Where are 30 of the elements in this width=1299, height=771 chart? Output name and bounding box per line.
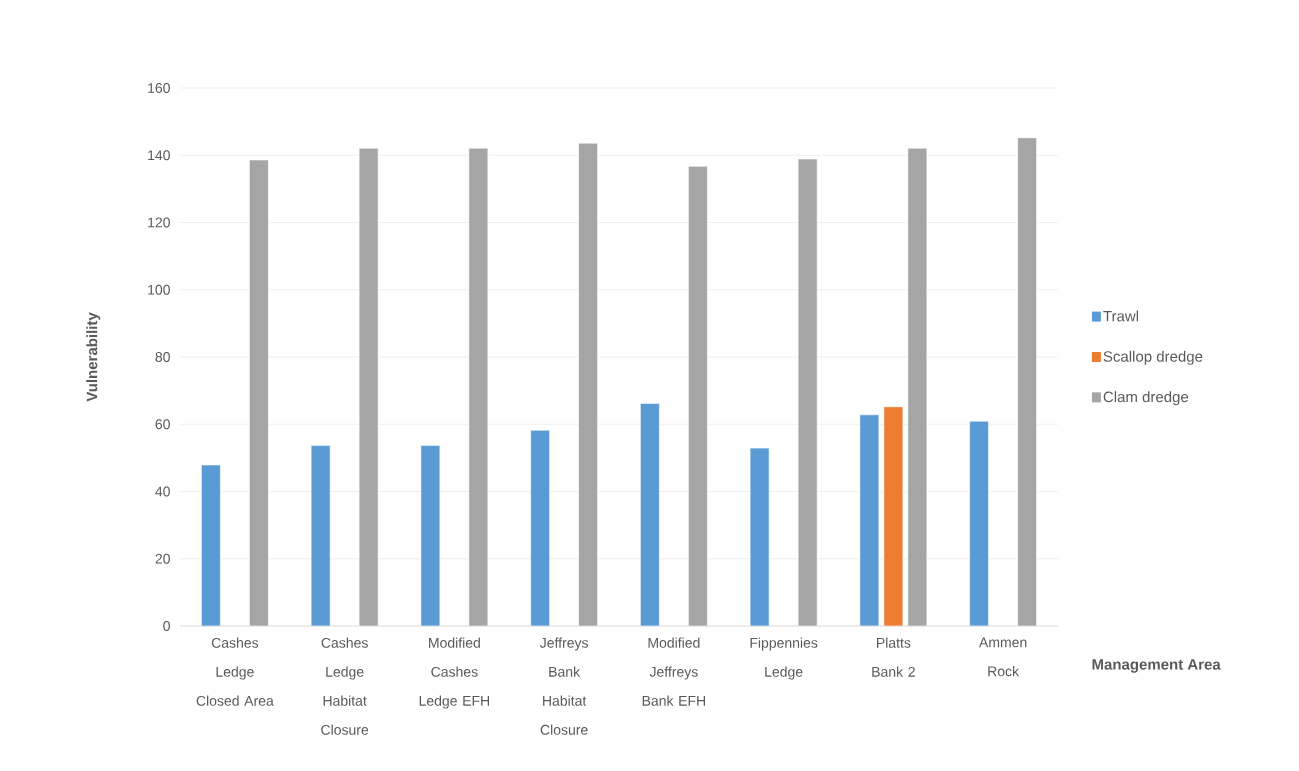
- category-label: Ammen Rock: [979, 637, 1027, 677]
- legend-label: Scallop dredge: [1103, 350, 1203, 365]
- bar: [530, 429, 550, 626]
- y-tick-label: 160: [148, 83, 170, 93]
- legend-label: Clam dredge: [1103, 391, 1189, 406]
- bar: [969, 420, 989, 626]
- x-tick-label: Fippennies Ledge: [750, 637, 818, 680]
- bar: [640, 403, 660, 626]
- category-label: Cashes Ledge Closed Area: [196, 637, 274, 706]
- bar: [201, 464, 221, 626]
- y-tick-label: 100: [148, 284, 170, 295]
- bar: [688, 166, 708, 626]
- category-label: Cashes Ledge Habitat Closure: [321, 637, 369, 735]
- y-tick-label: 120: [148, 217, 170, 228]
- y-axis-title: Vulnerability: [86, 312, 101, 402]
- category-label: Modified Jeffreys Bank EFH: [642, 637, 706, 706]
- y-tick-label: 60: [155, 419, 170, 430]
- category-label: Modified Cashes Ledge EFH: [419, 637, 490, 709]
- y-tick-label: 0: [163, 621, 170, 631]
- x-axis-title: Management Area: [1092, 659, 1221, 673]
- bar: [249, 159, 269, 626]
- y-tick-label: 40: [155, 486, 170, 497]
- y-tick-label: 80: [155, 352, 170, 362]
- legend-label: Trawl: [1103, 310, 1139, 322]
- y-tick-label: 140: [148, 150, 170, 161]
- bar: [578, 142, 598, 626]
- category-label: Platts Bank 2: [872, 637, 915, 677]
- category-label: Jeffreys Bank Habitat Closure: [539, 637, 588, 735]
- bar: [1017, 137, 1037, 626]
- y-tick-label: 20: [155, 553, 170, 564]
